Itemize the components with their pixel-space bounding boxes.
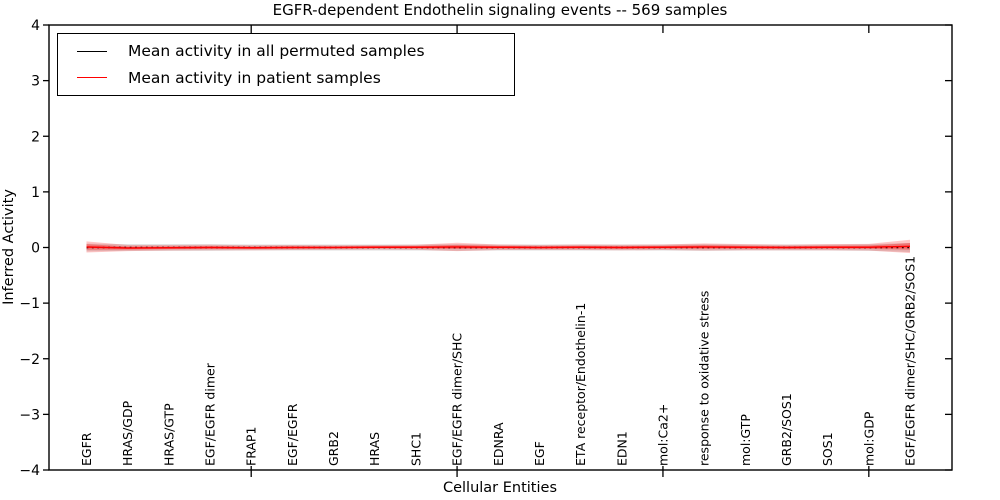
x-category-label: EGFR	[79, 432, 94, 466]
y-tick-label: −3	[19, 407, 40, 423]
x-axis-title: Cellular Entities	[442, 480, 558, 496]
x-category-label: SOS1	[820, 432, 835, 466]
legend-label: Mean activity in all permuted samples	[128, 42, 425, 61]
legend-line-sample-black	[77, 50, 107, 52]
x-category-label: GRB2/SOS1	[779, 393, 794, 466]
mean-line-patient	[86, 245, 911, 249]
y-tick-label: −4	[19, 463, 40, 479]
legend-line-sample-red	[77, 77, 107, 79]
x-category-label: EGF/EGFR	[285, 403, 300, 466]
x-category-label: EDN1	[614, 431, 629, 466]
y-tick-label: 1	[31, 185, 40, 201]
x-category-label: mol:Ca2+	[655, 404, 670, 466]
x-category-label: mol:GTP	[738, 414, 753, 466]
x-category-label: EGF	[532, 441, 547, 466]
x-category-label: EDNRA	[491, 422, 506, 466]
x-category-label: response to oxidative stress	[697, 291, 712, 466]
legend-entry-permuted: Mean activity in all permuted samples	[68, 42, 504, 60]
x-category-label: GRB2	[326, 431, 341, 466]
y-axis-title: Inferred Activity	[1, 189, 17, 305]
y-tick-label: −1	[19, 296, 40, 312]
x-category-label: HRAS	[367, 432, 382, 466]
legend-box: Mean activity in all permuted samples Me…	[57, 33, 515, 96]
x-category-label: EGF/EGFR dimer	[203, 362, 218, 466]
y-tick-label: −2	[19, 352, 40, 368]
x-category-label: EGF/EGFR dimer/SHC/GRB2/SOS1	[903, 256, 918, 466]
chart-title: EGFR-dependent Endothelin signaling even…	[272, 1, 728, 19]
y-tick-label: 0	[31, 241, 40, 257]
x-category-label: SHC1	[408, 432, 423, 466]
x-category-label: ETA receptor/Endothelin-1	[573, 303, 588, 466]
band-patient	[86, 239, 910, 254]
legend-entry-patient: Mean activity in patient samples	[68, 69, 504, 87]
y-tick-label: 3	[31, 74, 40, 90]
x-category-label: mol:GDP	[861, 411, 876, 466]
legend-label: Mean activity in patient samples	[128, 68, 381, 87]
y-tick-label: 2	[31, 129, 40, 145]
x-category-label: HRAS/GTP	[161, 403, 176, 466]
x-category-label: HRAS/GDP	[120, 400, 135, 466]
x-category-label: EGF/EGFR dimer/SHC	[450, 333, 465, 466]
y-tick-label: 4	[31, 18, 40, 34]
x-category-label: FRAP1	[244, 427, 259, 466]
